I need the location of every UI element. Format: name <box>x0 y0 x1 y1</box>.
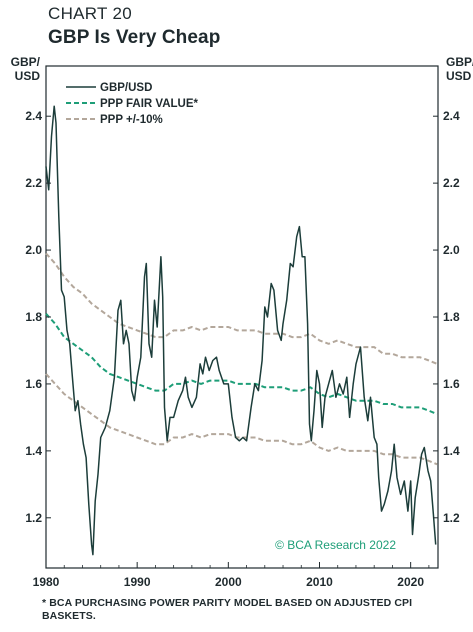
x-tick-label: 2010 <box>306 575 333 589</box>
ppp-upper-band-line <box>45 252 438 365</box>
y-axis-label-left: GBP/ <box>11 55 41 69</box>
y-tick-label-right: 2.4 <box>443 109 460 123</box>
y-tick-label-left: 2.0 <box>25 243 42 257</box>
ppp-fair-value-group <box>45 313 438 416</box>
chart-number-label: CHART 20 <box>48 4 132 23</box>
axes-group: 1.2 1.2 1.4 1.4 1.6 1.6 1.8 1.8 2.0 2.0 2.2 2.2 2.4 2… <box>11 55 473 589</box>
x-tick-label: 2000 <box>215 575 242 589</box>
y-tick-label-right: 1.2 <box>443 511 460 525</box>
gbpusd-line <box>45 105 437 556</box>
x-tick-label: 2020 <box>397 575 424 589</box>
y-tick-label-right: 1.8 <box>443 310 460 324</box>
x-tick-label: 1990 <box>124 575 151 589</box>
y-tick-label-left: 2.4 <box>25 109 42 123</box>
y-axis-label-right: USD <box>446 69 472 83</box>
legend-label: PPP FAIR VALUE* <box>100 98 199 110</box>
ppp-fair-value-line <box>45 313 438 416</box>
x-tick-label: 1980 <box>33 575 60 589</box>
legend-label: PPP +/-10% <box>100 114 163 126</box>
y-tick-label-left: 1.8 <box>25 310 42 324</box>
y-axis-label-right: GBP/ <box>446 55 473 69</box>
plot-frame <box>45 65 439 569</box>
chart-title: GBP Is Very Cheap <box>48 27 221 48</box>
watermark: © BCA Research 2022 <box>275 538 396 552</box>
y-tick-label-right: 1.4 <box>443 444 460 458</box>
gbpusd-group <box>45 105 437 556</box>
footnote: * BCA PURCHASING POWER PARITY MODEL BASE… <box>42 597 413 622</box>
legend-label: GBP/USD <box>100 82 152 94</box>
plot-frame-group <box>45 65 439 569</box>
y-tick-label-right: 2.2 <box>443 176 460 190</box>
y-tick-label-left: 1.4 <box>25 444 42 458</box>
y-tick-label-left: 2.2 <box>25 176 42 190</box>
y-tick-label-right: 2.0 <box>443 243 460 257</box>
ppp-lower-band-line <box>45 373 438 466</box>
y-tick-label-left: 1.2 <box>25 511 42 525</box>
legend-group: GBP/USD PPP FAIR VALUE* PPP +/-10% <box>66 82 199 126</box>
ppp-band-group <box>45 252 438 466</box>
y-tick-label-right: 1.6 <box>443 377 460 391</box>
y-tick-label-left: 1.6 <box>25 377 42 391</box>
y-axis-label-left: USD <box>15 69 41 83</box>
